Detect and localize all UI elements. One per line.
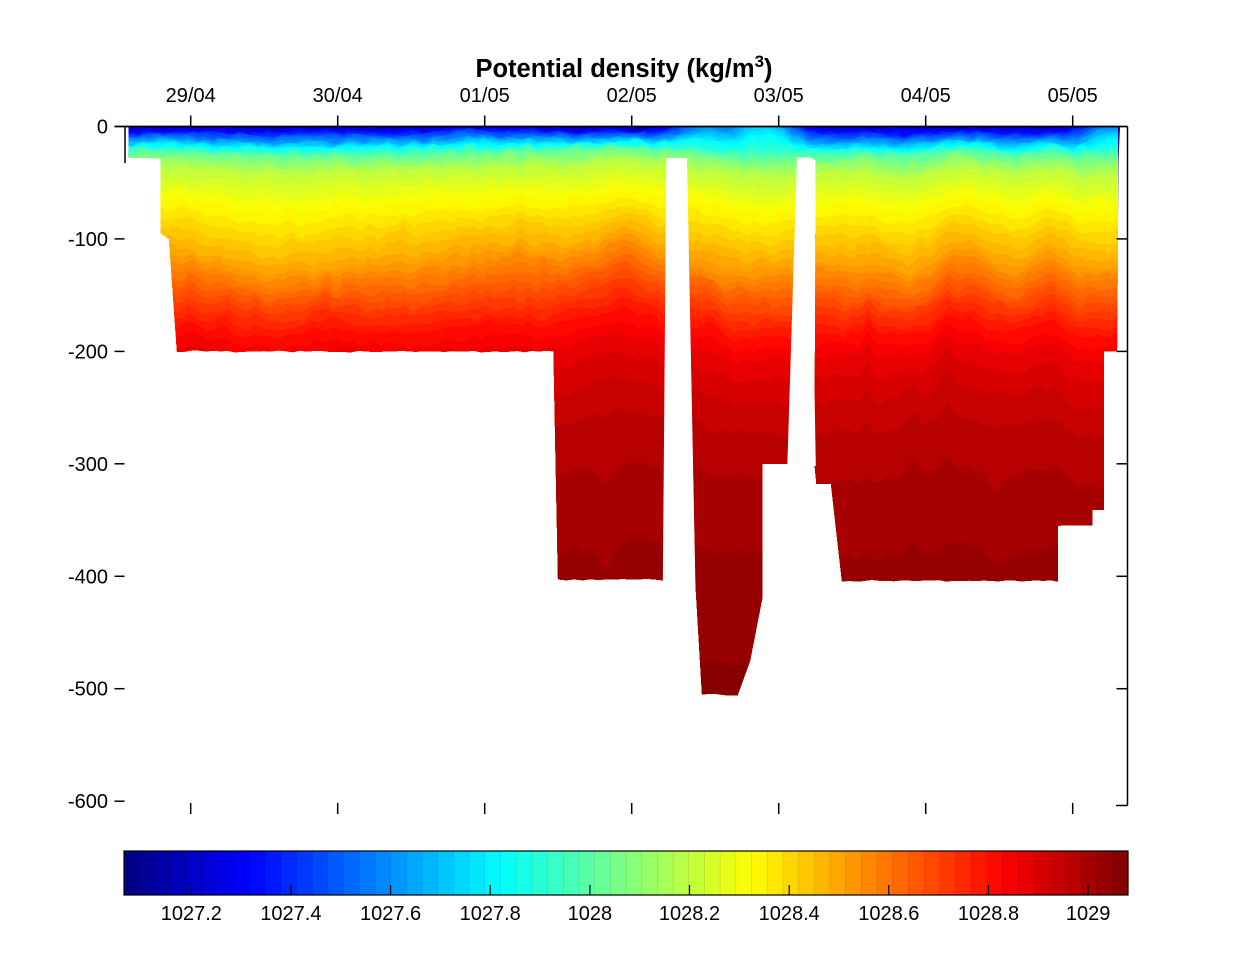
svg-text:1028.2: 1028.2 [659, 903, 720, 925]
svg-text:02/05: 02/05 [607, 85, 657, 107]
svg-text:-100: -100 [68, 229, 108, 251]
svg-text:-400: -400 [68, 566, 108, 588]
svg-text:1028.8: 1028.8 [958, 903, 1019, 925]
svg-text:29/04: 29/04 [166, 85, 216, 107]
svg-text:Potential density (kg/m3): Potential density (kg/m3) [475, 52, 772, 83]
svg-text:1027.4: 1027.4 [260, 903, 321, 925]
svg-text:1028.4: 1028.4 [759, 903, 820, 925]
svg-text:1029: 1029 [1066, 903, 1111, 925]
svg-text:-300: -300 [68, 454, 108, 476]
svg-text:03/05: 03/05 [754, 85, 804, 107]
svg-text:1028.6: 1028.6 [858, 903, 919, 925]
svg-text:05/05: 05/05 [1048, 85, 1098, 107]
svg-text:1027.8: 1027.8 [460, 903, 521, 925]
svg-text:04/05: 04/05 [901, 85, 951, 107]
svg-text:1027.6: 1027.6 [360, 903, 421, 925]
svg-text:-600: -600 [68, 791, 108, 813]
svg-text:-500: -500 [68, 679, 108, 701]
svg-text:0: 0 [97, 117, 108, 139]
svg-text:1028: 1028 [568, 903, 613, 925]
svg-text:1027.2: 1027.2 [161, 903, 222, 925]
svg-text:30/04: 30/04 [313, 85, 363, 107]
svg-text:01/05: 01/05 [460, 85, 510, 107]
svg-text:-200: -200 [68, 341, 108, 363]
